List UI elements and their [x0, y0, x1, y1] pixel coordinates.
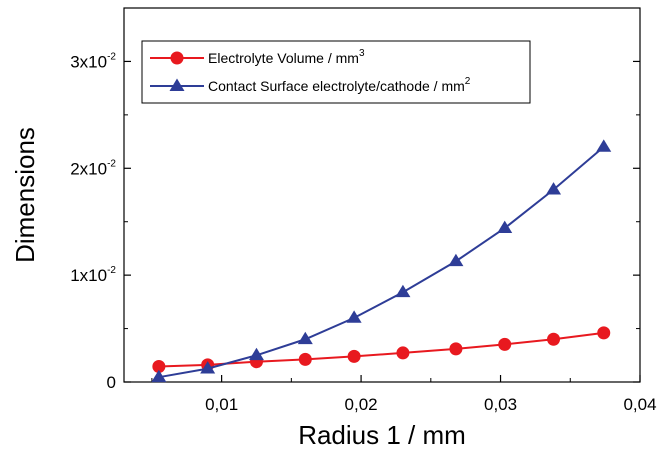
- x-tick-label: 0,01: [205, 395, 238, 414]
- legend-label-series-0: Electrolyte Volume / mm3: [208, 48, 365, 66]
- legend-marker-series-0: [170, 51, 184, 65]
- y-axis-label: Dimensions: [10, 127, 40, 263]
- data-point-series-1: [151, 369, 167, 383]
- data-point-series-0: [449, 342, 463, 356]
- data-point-series-0: [152, 360, 166, 374]
- x-tick-label: 0,04: [623, 395, 656, 414]
- data-point-series-0: [298, 352, 312, 366]
- data-point-series-1: [200, 361, 216, 374]
- x-axis-label: Radius 1 / mm: [298, 420, 466, 450]
- y-tick-label: 2x10-2: [70, 158, 116, 178]
- x-axis-ticks: 0,01 0,02 0,03 0,04: [151, 375, 657, 414]
- data-point-series-1: [248, 347, 264, 361]
- series-line-0: [158, 331, 604, 368]
- x-tick-label: 0,02: [345, 395, 378, 414]
- legend: Electrolyte Volume / mm3 Contact Surface…: [141, 40, 531, 104]
- data-point-series-1: [297, 331, 313, 345]
- plot-frame: [123, 7, 641, 383]
- data-point-series-0: [597, 326, 611, 340]
- data-point-series-0: [396, 346, 410, 360]
- legend-box: [141, 40, 531, 104]
- x-tick-label: 0,03: [484, 395, 517, 414]
- y-axis-ticks: 0 1x10-2 2x10-2 3x10-2: [70, 51, 640, 392]
- data-point-series-1: [596, 139, 612, 152]
- data-point-series-1: [497, 220, 513, 234]
- series-line-1: [158, 146, 605, 379]
- y-tick-label: 3x10-2: [70, 51, 116, 71]
- data-point-series-0: [347, 349, 361, 363]
- data-point-series-1: [346, 310, 362, 323]
- y-tick-label: 0: [107, 373, 116, 392]
- y-tick-label: 1x10-2: [70, 265, 116, 285]
- data-point-series-0: [547, 332, 561, 346]
- data-point-series-1: [395, 284, 411, 298]
- data-point-series-0: [498, 337, 512, 351]
- series-layer: [151, 139, 612, 383]
- data-point-series-1: [448, 253, 464, 267]
- legend-marker-series-1: [169, 78, 185, 91]
- legend-label-series-1: Contact Surface electrolyte/cathode / mm…: [208, 76, 471, 94]
- data-point-series-1: [546, 182, 562, 195]
